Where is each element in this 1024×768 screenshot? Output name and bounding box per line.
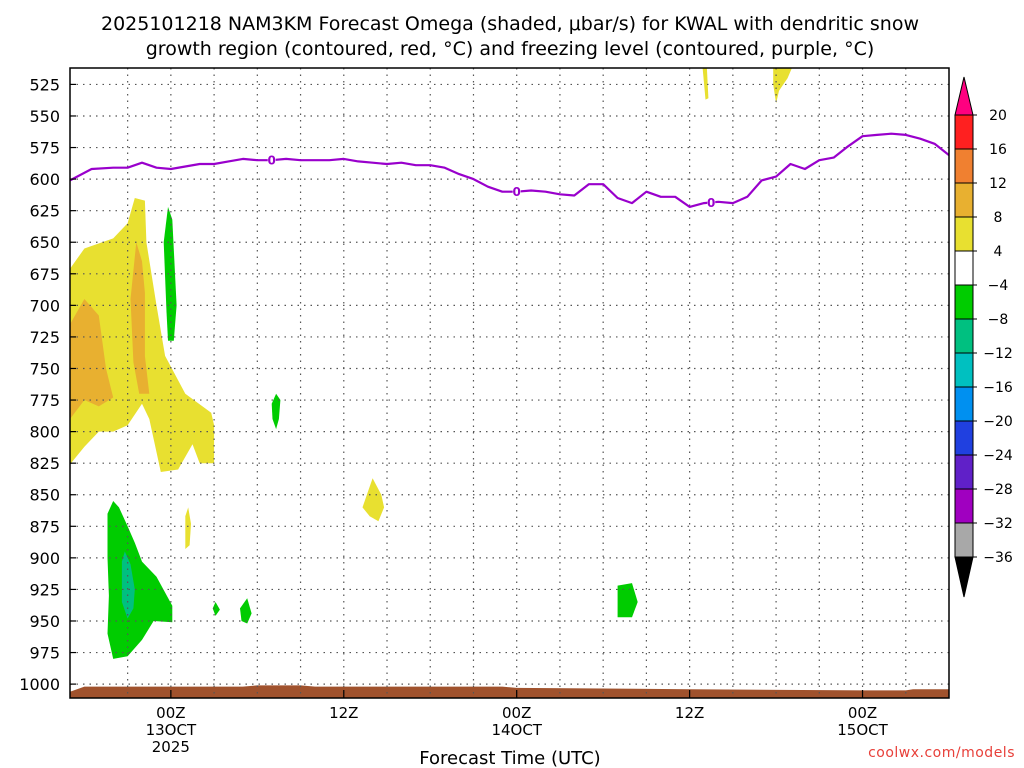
colorbar-cell-6 (954, 284, 974, 320)
omega-region-1 (70, 299, 114, 419)
x-tick-label: 13OCT (146, 721, 197, 739)
y-tick-label: 625 (29, 202, 60, 221)
colorbar-label: 12 (989, 176, 1007, 192)
freezing-label-bg (707, 195, 716, 210)
colorbar-label: 20 (989, 108, 1007, 124)
colorbar-label: −12 (983, 346, 1013, 362)
colorbar-cell-11 (954, 454, 974, 490)
colorbar-cell-3 (954, 182, 974, 218)
omega-region-3 (362, 478, 385, 522)
omega-region-9 (107, 501, 173, 659)
colorbar-label: −20 (983, 414, 1013, 430)
y-tick-label: 725 (29, 328, 60, 347)
chart-title-line-2: growth region (contoured, red, °C) and f… (146, 38, 875, 60)
colorbar-cell-7 (954, 318, 974, 354)
y-tick-label: 525 (29, 75, 60, 94)
freezing-label-bg (267, 153, 276, 168)
y-axis-ticks: 525 550 575 600 625 650 675 700 725 750 775 800 825 8… (19, 75, 76, 694)
y-tick-label: 1000 (19, 675, 60, 694)
colorbar-label: 16 (989, 142, 1007, 158)
colorbar-cell-5 (954, 250, 974, 286)
y-tick-label: 750 (29, 359, 60, 378)
omega-region-4 (185, 507, 191, 549)
credit-text: coolwx.com/models (868, 745, 1015, 761)
colorbar-label: −16 (983, 380, 1013, 396)
colorbar-cell-13 (954, 522, 974, 558)
omega-region-7 (163, 206, 177, 341)
y-tick-label: 650 (29, 233, 60, 252)
y-tick-label: 875 (29, 517, 60, 536)
freezing-level-label: 0 (707, 196, 715, 210)
x-tick-label: 00Z (848, 704, 877, 722)
omega-region-6 (773, 68, 792, 104)
x-tick-label: 12Z (675, 704, 704, 722)
y-tick-label: 925 (29, 580, 60, 599)
colorbar-label: 8 (994, 210, 1003, 226)
omega-region-12 (240, 598, 252, 624)
plot-frame (69, 67, 950, 699)
freezing-level-label: 0 (513, 185, 521, 199)
y-tick-label: 975 (29, 644, 60, 663)
y-tick-label: 600 (29, 170, 60, 189)
freezing-level-contour: 0 0 0 (70, 132, 949, 210)
x-tick-label: 00Z (502, 704, 531, 722)
omega-region-2 (130, 242, 150, 394)
y-tick-label: 675 (29, 265, 60, 284)
x-tick-label: 00Z (156, 704, 185, 722)
omega-region-5 (702, 68, 709, 100)
terrain-layer (70, 685, 949, 698)
omega-region-13 (212, 602, 220, 616)
colorbar-label: −36 (983, 550, 1013, 566)
omega-region-10 (121, 551, 135, 619)
y-tick-label: 850 (29, 486, 60, 505)
x-tick-label: 14OCT (491, 721, 542, 739)
x-tick-label: 12Z (329, 704, 358, 722)
colorbar-top-arrow (954, 76, 974, 116)
terrain-fill (70, 685, 949, 698)
y-tick-label: 550 (29, 107, 60, 126)
y-tick-label: 800 (29, 423, 60, 442)
y-tick-label: 775 (29, 391, 60, 410)
colorbar-label: −32 (983, 516, 1013, 532)
colorbar-cell-8 (954, 352, 974, 388)
colorbar-label: −28 (983, 482, 1013, 498)
omega-shaded-regions (70, 68, 792, 659)
colorbar-cell-10 (954, 420, 974, 456)
colorbar-bottom-arrow (954, 556, 974, 598)
y-tick-label: 700 (29, 296, 60, 315)
colorbar-cell-12 (954, 488, 974, 524)
freezing-label-bg (512, 184, 521, 199)
y-tick-label: 950 (29, 612, 60, 631)
colorbar-label: −4 (988, 278, 1009, 294)
y-tick-label: 900 (29, 549, 60, 568)
colorbar-cell-9 (954, 386, 974, 422)
omega-region-11 (617, 583, 638, 618)
chart-title-line-1: 2025101218 NAM3KM Forecast Omega (shaded… (101, 13, 919, 35)
y-tick-label: 825 (29, 454, 60, 473)
colorbar-label: −24 (983, 448, 1013, 464)
colorbar-cell-2 (954, 148, 974, 184)
x-axis-label: Forecast Time (UTC) (419, 748, 600, 768)
freezing-level-line (70, 132, 949, 208)
grid-lines (70, 68, 949, 698)
x-tick-label: 15OCT (837, 721, 888, 739)
colorbar: 20 16 12 8 4 −4 −8 −12 −16 −20 −24 −28 −32 −36 (954, 76, 1013, 598)
x-tick-label: 2025 (152, 738, 190, 756)
colorbar-label: 4 (994, 244, 1003, 260)
omega-region-8 (271, 393, 281, 430)
freezing-level-label: 0 (268, 154, 276, 168)
colorbar-cell-1 (954, 114, 974, 150)
y-tick-label: 575 (29, 139, 60, 158)
colorbar-cell-4 (954, 216, 974, 252)
colorbar-label: −8 (988, 312, 1009, 328)
